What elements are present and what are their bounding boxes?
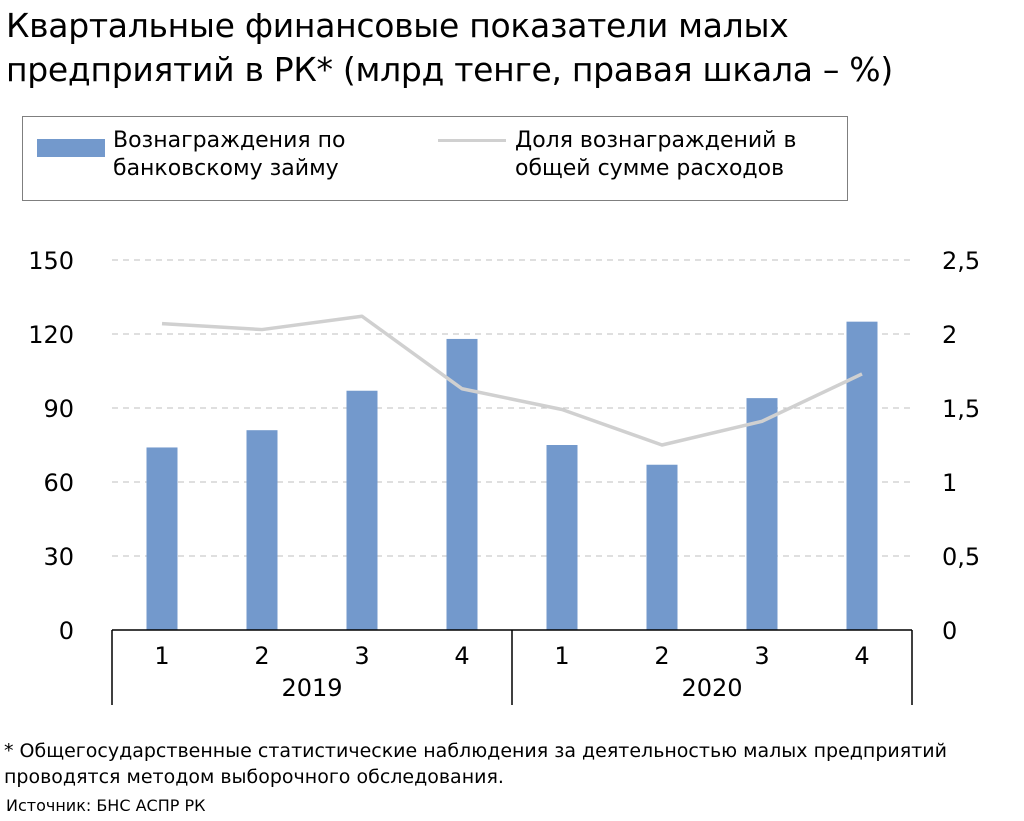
y2-tick-label: 1 [942,469,957,497]
y-tick-label: 60 [43,469,74,497]
bar [546,445,578,630]
bar [746,398,778,630]
y2-tick-label: 0,5 [942,543,980,571]
x-tick-label: 4 [454,642,469,670]
x-group-label: 2020 [681,674,742,702]
x-tick-label: 2 [254,642,269,670]
bar [846,321,878,630]
y2-tick-label: 0 [942,617,957,645]
y-tick-label: 30 [43,543,74,571]
y-tick-label: 90 [43,395,74,423]
legend-label-line: Доля вознаграждений в общей сумме расход… [515,128,797,181]
x-tick-label: 2 [654,642,669,670]
bar [646,464,678,630]
chart-legend: Вознаграждения по банковскому займу Доля… [22,116,848,201]
x-tick-label: 3 [754,642,769,670]
bar [246,430,278,630]
bar [146,447,178,630]
legend-label-bars: Вознаграждения по банковскому займу [113,128,346,181]
legend-swatch-line [438,139,506,142]
y2-tick-label: 2 [942,321,957,349]
x-tick-label: 3 [354,642,369,670]
bar [346,390,378,630]
source-note: Источник: БНС АСПР РК [6,796,206,815]
chart-title: Квартальные финансовые показатели малых … [6,6,893,89]
x-tick-label: 1 [554,642,569,670]
share-line [161,314,863,447]
y-tick-label: 120 [28,321,74,349]
footnote: * Общегосударственные статистические наб… [4,740,947,788]
x-tick-label: 4 [854,642,869,670]
y-tick-label: 0 [59,617,74,645]
y2-tick-label: 2,5 [942,247,980,275]
chart-plot: 0 0 30 0,5 60 1 90 1,5 120 2 150 2,5 2019 2020 1 2 3 4 1 2 3… [28,247,980,705]
x-group-label: 2019 [281,674,342,702]
x-tick-label: 1 [154,642,169,670]
y-tick-label: 150 [28,247,74,275]
legend-swatch-bars [37,139,105,157]
y2-tick-label: 1,5 [942,395,980,423]
